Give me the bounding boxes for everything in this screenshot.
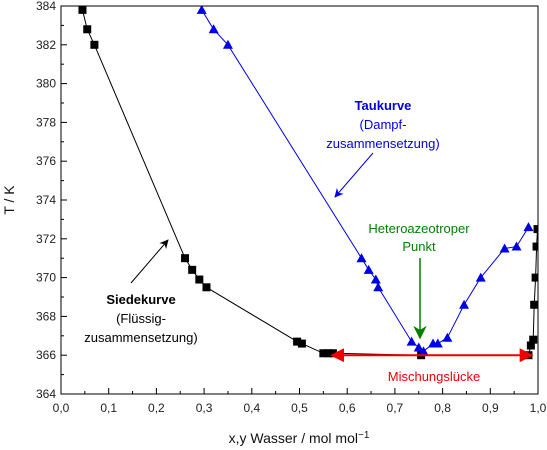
siedekurve-label: Siedekurve (106, 292, 175, 307)
y-tick-label: 372 (36, 232, 56, 246)
taukurve-point (356, 253, 367, 263)
taukurve-label: Taukurve (355, 98, 412, 113)
taukurve-point (370, 274, 381, 284)
plot-frame (60, 5, 539, 395)
annotations: Taukurve (Dampf-zusammensetzung) Siedekurv… (84, 98, 534, 384)
y-tick-label: 384 (36, 0, 56, 13)
taukurve-point (222, 39, 233, 49)
siedekurve-point (529, 335, 538, 344)
y-tick-label: 380 (36, 77, 56, 91)
siedekurve-point (532, 242, 538, 251)
siedekurve-point (526, 341, 535, 350)
y-tick-label: 366 (36, 348, 56, 362)
taukurve-pointer (334, 152, 374, 198)
siedekurve-point (530, 300, 538, 309)
siedekurve-pointer (130, 239, 169, 284)
x-axis-title: x,y Wasser / mol mol−1 (229, 430, 370, 446)
siedekurve-point (324, 349, 333, 358)
taukurve-sub2: zusammensetzung) (326, 136, 439, 151)
siedekurve-point (297, 339, 306, 348)
siedekurve-point (188, 265, 197, 274)
siedekurve-point (319, 349, 328, 358)
heteroazeotrop-label-2: Punkt (402, 239, 436, 254)
taukurve-point (523, 222, 534, 232)
siedekurve-point (293, 337, 302, 346)
siedekurve-point (531, 273, 538, 282)
siedekurve-point (90, 40, 99, 49)
y-axis-title: T / K (1, 185, 17, 215)
taukurve-point (208, 24, 219, 34)
x-tick-label: 0,9 (482, 401, 499, 415)
taukurve-point (373, 282, 384, 292)
x-axis-title-superscript: −1 (358, 430, 370, 441)
x-tick-label: 1,0 (530, 401, 547, 415)
siedekurve-point (83, 25, 92, 34)
taukurve-point (432, 338, 443, 348)
taukurve-point (442, 332, 453, 342)
y-tick-label: 378 (36, 115, 56, 129)
x-tick-label: 0,0 (53, 401, 70, 415)
taukurve-point (475, 272, 486, 282)
x-tick-label: 0,8 (434, 401, 451, 415)
y-tick-label: 382 (36, 38, 56, 52)
x-tick-label: 0,4 (243, 401, 260, 415)
taukurve-point (406, 336, 417, 346)
y-tick-label: 368 (36, 309, 56, 323)
taukurve-sub1: (Dampf- (360, 117, 407, 132)
taukurve-line (201, 9, 529, 352)
siedekurve-point (78, 6, 87, 14)
x-tick-label: 0,2 (148, 401, 165, 415)
siedekurve-point (533, 225, 538, 234)
x-tick-label: 0,6 (339, 401, 356, 415)
x-tick-label: 0,7 (387, 401, 404, 415)
y-tick-label: 364 (36, 387, 56, 401)
taukurve-point (499, 243, 510, 253)
siedekurve-point (202, 283, 211, 292)
x-tick-label: 0,3 (196, 401, 213, 415)
mischungsluecke-label: Mischungslücke (388, 369, 481, 384)
taukurve-point (459, 299, 470, 309)
taukurve-point (196, 6, 207, 14)
siedekurve-point (195, 275, 204, 284)
siedekurve-point (181, 254, 190, 263)
taukurve-point (363, 264, 374, 274)
y-tick-label: 376 (36, 154, 56, 168)
y-tick-label: 374 (36, 193, 56, 207)
siedekurve-sub2: zusammensetzung) (84, 330, 197, 345)
siedekurve-sub1: (Flüssig- (116, 311, 166, 326)
x-tick-label: 0,5 (291, 401, 308, 415)
x-tick-label: 0,1 (100, 401, 117, 415)
heteroazeotrop-label-1: Heteroazeotroper (368, 221, 470, 236)
taukurve-point (511, 241, 522, 251)
y-tick-label: 370 (36, 271, 56, 285)
axes: 0,0 0,1 0,2 0,3 0,4 0,5 0,6 0,7 0,8 0,9 1,0 364 366 3… (36, 0, 547, 415)
